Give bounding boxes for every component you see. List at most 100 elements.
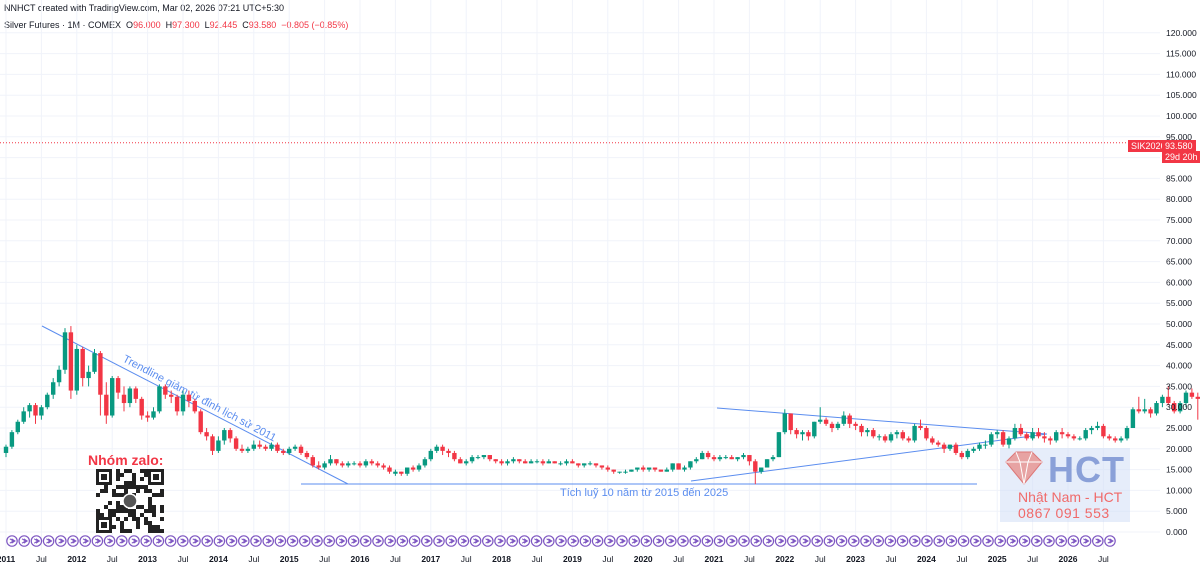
- candle-body: [582, 463, 587, 466]
- event-marker-icon: [994, 535, 1006, 547]
- candle-body: [564, 461, 569, 464]
- change-value: −0.805 (−0.85%): [281, 20, 349, 30]
- event-marker-icon: [957, 535, 970, 547]
- candle: [351, 461, 357, 466]
- y-tick-label: 85.000: [1166, 173, 1192, 183]
- candle-body: [599, 465, 605, 468]
- candle: [257, 440, 262, 449]
- candle-body: [1077, 438, 1082, 440]
- candle: [735, 457, 740, 462]
- event-marker-icon: [408, 535, 421, 547]
- candle: [3, 444, 9, 458]
- candle-body: [458, 459, 463, 464]
- event-marker-icon: [860, 535, 872, 547]
- candle: [753, 459, 758, 485]
- candle-body: [481, 455, 487, 458]
- candle-body: [517, 459, 522, 462]
- candle: [558, 461, 563, 466]
- candle-body: [1036, 432, 1041, 437]
- event-marker-icon: [1006, 535, 1019, 547]
- candle-body: [493, 459, 498, 462]
- candle: [281, 448, 286, 456]
- event-marker-icon: [152, 535, 165, 547]
- candle-body: [121, 394, 127, 404]
- candle: [652, 467, 658, 472]
- candle: [98, 351, 103, 416]
- event-marker-icon: [274, 535, 287, 547]
- candle-body: [393, 471, 398, 474]
- event-marker-icon: [420, 535, 433, 547]
- event-marker-icon: [1079, 535, 1092, 547]
- candle: [298, 444, 304, 456]
- event-marker-icon: [689, 535, 701, 547]
- event-marker-icon: [713, 535, 726, 547]
- candle: [1183, 390, 1189, 408]
- candle-body: [440, 446, 445, 451]
- low-label: L: [204, 20, 210, 30]
- candle: [458, 457, 463, 464]
- candle-body: [753, 461, 758, 472]
- symbol-price-tag: SIK2026: [1128, 140, 1169, 152]
- candle: [540, 459, 546, 466]
- candle: [275, 442, 280, 453]
- candle-body: [1024, 434, 1029, 439]
- event-marker-icon: [933, 535, 945, 547]
- candle: [110, 376, 115, 418]
- x-tick-label: Jul: [532, 554, 543, 564]
- event-marker-icon: [457, 535, 470, 547]
- candle-body: [434, 446, 439, 451]
- candle: [711, 455, 717, 462]
- event-marker-icon: [396, 535, 409, 547]
- candle: [405, 467, 410, 476]
- candle-body: [475, 457, 481, 459]
- event-marker-icon: [567, 535, 579, 547]
- candle-body: [328, 459, 333, 464]
- candle: [1136, 396, 1141, 414]
- event-marker-icon: [945, 535, 958, 547]
- candle-body: [782, 413, 787, 433]
- y-tick-label: 30.000: [1166, 402, 1192, 412]
- candle-body: [228, 430, 233, 439]
- y-tick-label: 75.000: [1166, 215, 1192, 225]
- candle-body: [410, 467, 416, 470]
- y-tick-label: 20.000: [1166, 444, 1192, 454]
- candle-body: [1177, 403, 1183, 412]
- event-marker-icon: [116, 535, 128, 547]
- event-marker-icon: [835, 535, 848, 547]
- y-tick-label: 120.000: [1166, 28, 1197, 38]
- candle: [729, 455, 734, 460]
- candle-body: [51, 382, 56, 395]
- candle: [517, 459, 522, 464]
- candle: [918, 419, 923, 431]
- candle: [393, 469, 398, 476]
- candle: [151, 407, 156, 420]
- candle: [741, 452, 746, 460]
- qr-code[interactable]: [96, 469, 164, 533]
- event-marker-icon: [91, 535, 104, 547]
- candle: [204, 428, 209, 441]
- event-marker-icon: [921, 535, 933, 547]
- candle: [1000, 430, 1006, 447]
- event-marker-icon: [225, 535, 238, 547]
- candle: [528, 459, 534, 464]
- x-tick-label: Jul: [602, 554, 613, 564]
- event-marker-icon: [238, 535, 250, 547]
- candle: [511, 457, 516, 464]
- x-tick-label: 2017: [421, 554, 440, 564]
- candle: [51, 378, 56, 399]
- candle-body: [676, 463, 681, 470]
- candle: [582, 463, 587, 468]
- candle: [1107, 434, 1112, 441]
- x-tick-label: Jul: [673, 554, 684, 564]
- candle: [788, 413, 793, 435]
- event-marker-icon: [908, 535, 921, 547]
- candle-body: [56, 369, 62, 383]
- candle-body: [546, 461, 551, 464]
- candle-body: [1183, 392, 1189, 404]
- x-tick-label: 2023: [846, 554, 865, 564]
- candle: [546, 459, 551, 464]
- candle-body: [1154, 403, 1159, 414]
- event-marker-icon: [469, 535, 482, 547]
- candle: [269, 442, 274, 451]
